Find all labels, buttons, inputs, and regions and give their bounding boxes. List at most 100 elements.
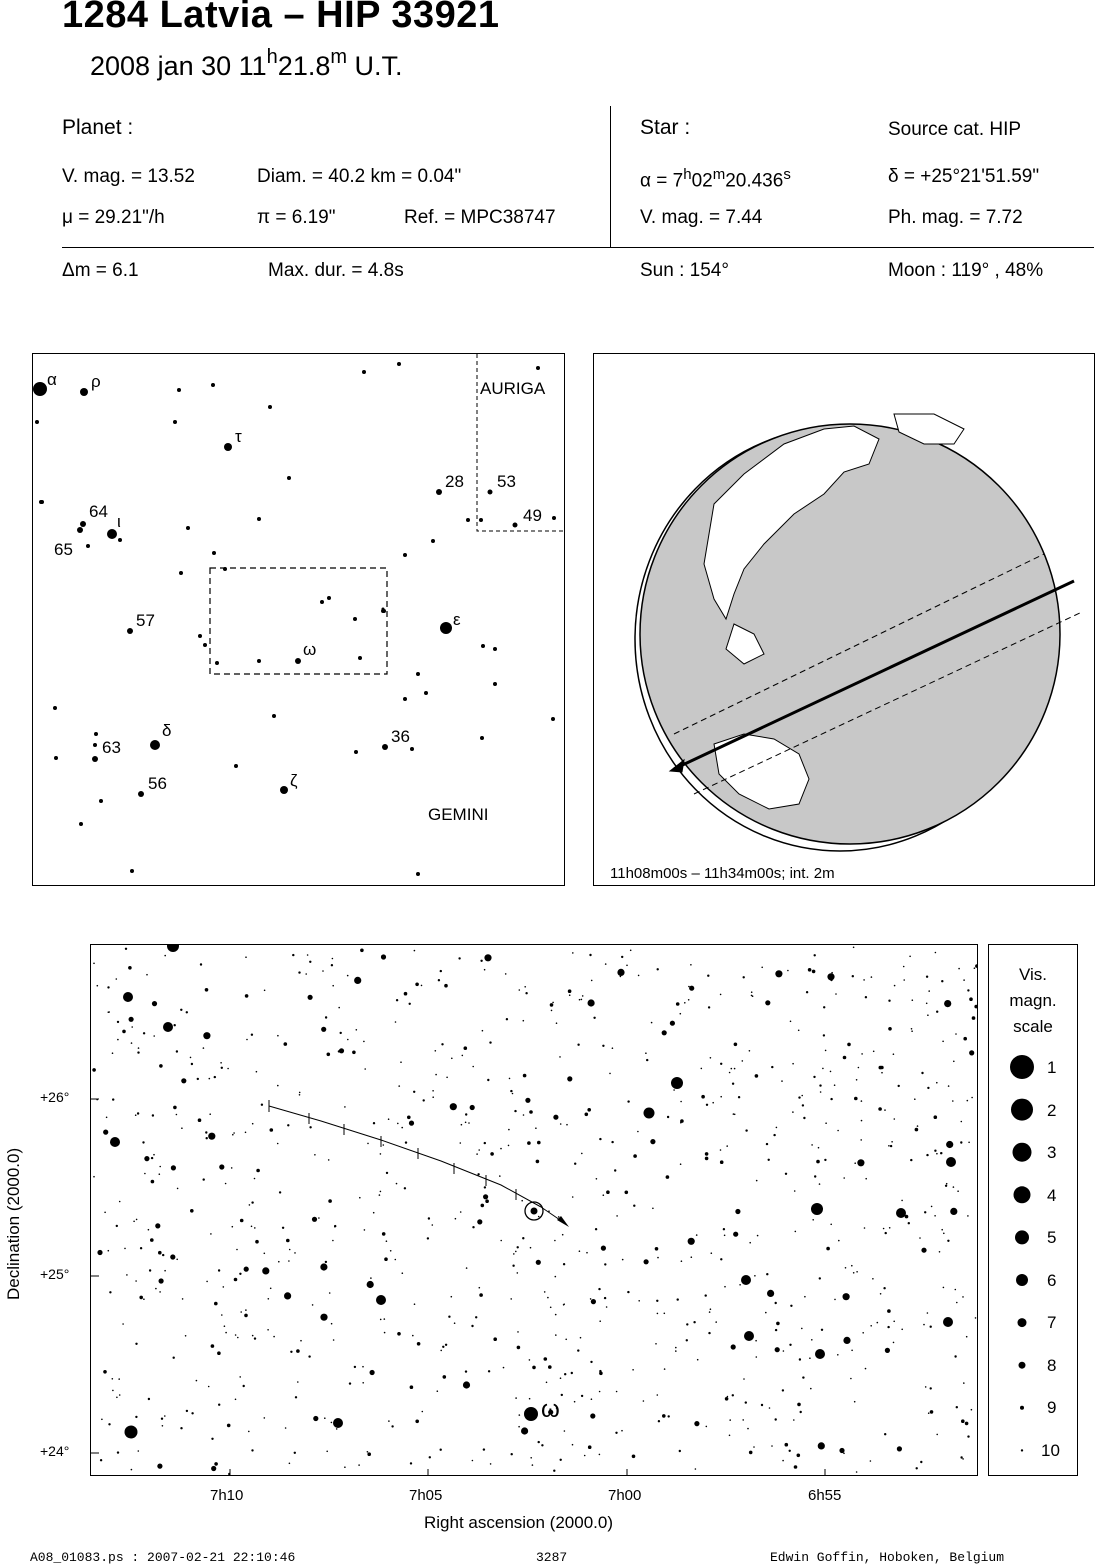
- field-star: [407, 1115, 411, 1120]
- field-star: [256, 1168, 260, 1173]
- field-star: [690, 1256, 693, 1258]
- field-star: [548, 1365, 552, 1369]
- field-star: [694, 1421, 700, 1427]
- field-star: [739, 1284, 741, 1286]
- field-star: [337, 1050, 341, 1053]
- field-star: [547, 1296, 549, 1299]
- field-star: [213, 1075, 216, 1079]
- field-star: [555, 1334, 557, 1336]
- field-star: [234, 1334, 237, 1336]
- field-star: [137, 1047, 140, 1049]
- finder-star: [53, 706, 57, 710]
- globe-svg: 11h08m00s – 11h34m00s; int. 2m: [610, 413, 1083, 882]
- field-star: [953, 1060, 955, 1063]
- field-star: [234, 1398, 237, 1401]
- field-star: [563, 1303, 565, 1305]
- field-star: [511, 1092, 514, 1095]
- field-star: [927, 1086, 930, 1090]
- ytick-25: +25°: [40, 1266, 70, 1282]
- field-star: [559, 1377, 562, 1379]
- field-star: [442, 1375, 447, 1379]
- finder-star: [327, 596, 331, 600]
- field-star: [577, 1349, 580, 1352]
- field-star: [719, 993, 722, 996]
- field-star: [802, 1376, 805, 1379]
- field-star: [227, 1067, 229, 1070]
- field-star: [332, 984, 334, 987]
- field-star: [831, 971, 833, 974]
- finder-star: [358, 656, 362, 660]
- field-star: [679, 1012, 682, 1015]
- field-star: [208, 1077, 211, 1080]
- field-star: [311, 1216, 318, 1222]
- field-star: [732, 1113, 735, 1115]
- field-star: [602, 1044, 605, 1047]
- field-star: [161, 1425, 164, 1427]
- field-star: [731, 1082, 735, 1085]
- field-star: [754, 1074, 759, 1078]
- field-star: [742, 1419, 744, 1421]
- field-star: [941, 980, 944, 983]
- field-star: [619, 975, 622, 978]
- field-star: [103, 1129, 109, 1135]
- field-star: [354, 976, 362, 984]
- australia-land: [713, 733, 810, 810]
- field-star: [675, 1002, 680, 1006]
- field-star: [876, 1321, 879, 1324]
- field-star: [383, 1331, 386, 1334]
- finder-star: [80, 388, 88, 396]
- field-star: [228, 1472, 231, 1475]
- field-star: [704, 1156, 709, 1161]
- field-star: [578, 998, 581, 1001]
- asteroid-path: [268, 1105, 542, 1208]
- field-star: [334, 1226, 336, 1228]
- field-star: [600, 1245, 606, 1251]
- field-star: [383, 1318, 386, 1320]
- field-star: [799, 1410, 802, 1414]
- field-star: [580, 998, 583, 1001]
- finder-star: [211, 383, 215, 387]
- field-star: [384, 1257, 388, 1261]
- field-star: [344, 1466, 346, 1468]
- field-star: [936, 1152, 938, 1155]
- field-star: [176, 1187, 179, 1190]
- field-star: [537, 1440, 540, 1444]
- landmasses: [703, 413, 965, 810]
- field-star: [464, 1370, 468, 1373]
- star-vmag: V. mag. = 7.44: [640, 207, 763, 228]
- bright-field-star: [333, 1418, 343, 1428]
- finder-star: [77, 527, 83, 533]
- field-star: [153, 1035, 155, 1037]
- field-star: [401, 1126, 404, 1129]
- field-star: [554, 1239, 556, 1242]
- field-star: [735, 1208, 741, 1215]
- xtick-6h55: 6h55: [808, 1487, 842, 1504]
- field-star: [379, 1153, 382, 1155]
- finder-star: [320, 600, 324, 604]
- event-minutes: 21.8: [277, 51, 331, 81]
- field-star: [595, 1178, 598, 1180]
- field-star: [204, 988, 209, 992]
- field-star: [909, 955, 911, 958]
- field-star: [221, 1314, 223, 1316]
- field-star: [954, 1288, 957, 1291]
- field-star: [825, 1122, 827, 1124]
- field-star: [704, 1294, 707, 1297]
- field-star: [181, 1078, 187, 1084]
- field-star: [733, 1067, 736, 1070]
- field-star: [606, 1190, 610, 1194]
- field-star: [690, 964, 692, 966]
- field-star: [512, 1264, 515, 1267]
- field-star: [685, 1339, 688, 1342]
- field-star: [863, 979, 865, 981]
- bright-field-star: [943, 1317, 953, 1327]
- field-star: [901, 1199, 903, 1202]
- field-star: [936, 1081, 938, 1084]
- field-star: [643, 1259, 649, 1265]
- field-star: [936, 1010, 939, 1013]
- field-star: [115, 978, 118, 980]
- field-star: [963, 979, 965, 981]
- field-star: [353, 1365, 357, 1369]
- field-star: [107, 1249, 110, 1252]
- scale-label-7: 7: [1047, 1313, 1056, 1332]
